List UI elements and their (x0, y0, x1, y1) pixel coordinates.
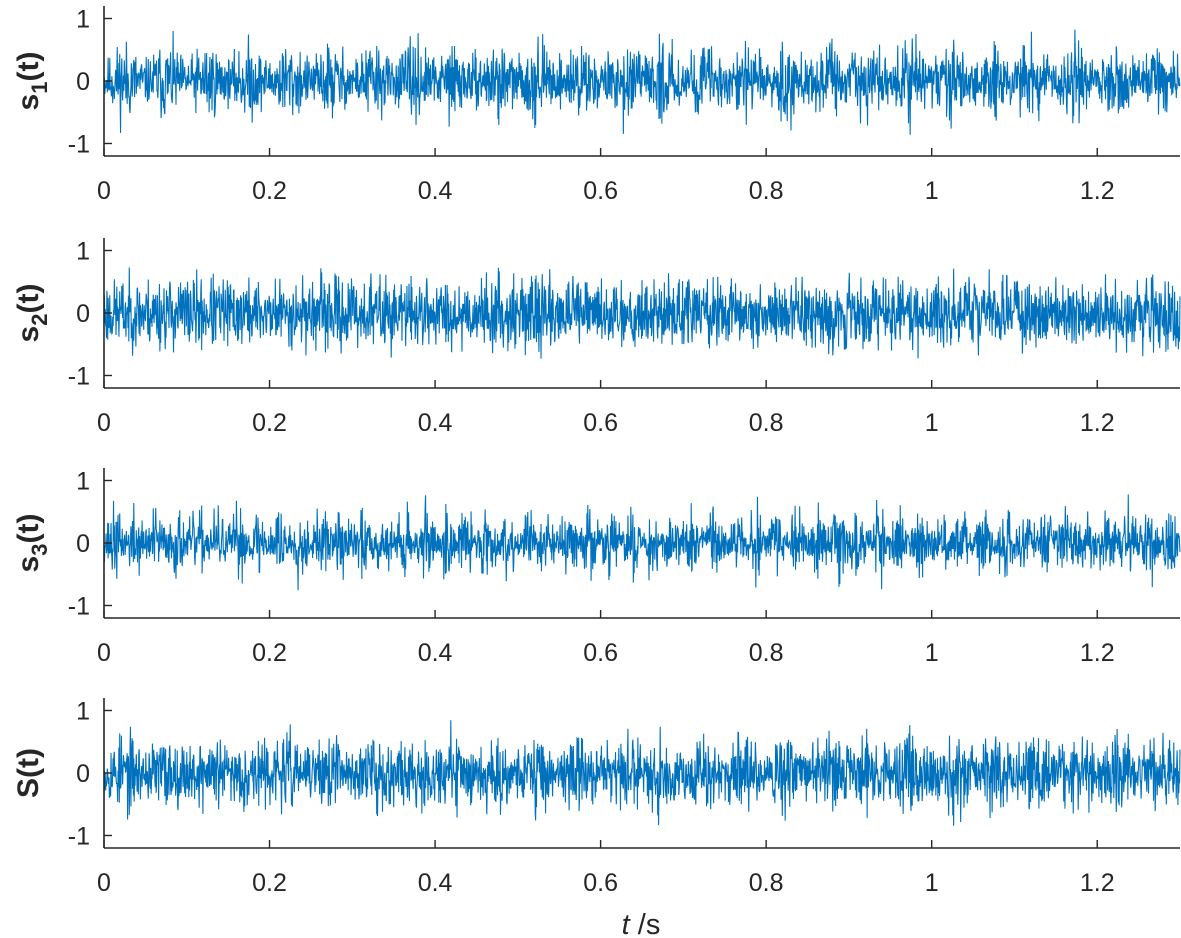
x-tick-label: 0.6 (583, 177, 618, 205)
x-tick-label: 0.8 (749, 177, 784, 205)
x-tick-label: 0.2 (252, 409, 287, 437)
x-tick-label: 0.8 (749, 869, 784, 897)
y-axis-label-main: S (12, 778, 45, 798)
y-axis-label-3: s3(t) (12, 514, 52, 573)
y-tick-label: -1 (68, 131, 90, 159)
x-tick-label: 0.6 (583, 639, 618, 667)
x-tick-label: 0.2 (252, 869, 287, 897)
series-2-line (103, 267, 1181, 359)
y-tick-label: 1 (76, 6, 90, 34)
x-tick-label: 0.6 (583, 409, 618, 437)
y-tick-label: 0 (76, 68, 90, 96)
x-tick-label: 0.2 (252, 177, 287, 205)
x-tick-label: 1.2 (1080, 639, 1115, 667)
y-axis-label-subscript: 2 (27, 314, 52, 326)
series-1-line (103, 29, 1181, 135)
x-axis-label-unit: /s (630, 909, 661, 938)
y-axis-label-subscript: 1 (27, 82, 52, 94)
x-tick-label: 1 (925, 869, 939, 897)
series-3-line (103, 494, 1181, 591)
y-axis-label-tail: (t) (12, 284, 45, 314)
x-tick-label: 0.2 (252, 639, 287, 667)
y-axis-label-1: s1(t) (12, 52, 52, 111)
y-axis-label-2: s2(t) (12, 284, 52, 343)
x-tick-label: 0 (97, 639, 111, 667)
series-4-line (103, 720, 1181, 826)
y-axis-label-main: s (12, 326, 45, 343)
y-tick-label: 0 (76, 300, 90, 328)
y-tick-label: 1 (76, 238, 90, 266)
x-tick-label: 1 (925, 639, 939, 667)
x-tick-label: 0.4 (418, 639, 453, 667)
y-tick-label: -1 (68, 363, 90, 391)
y-tick-label: 1 (76, 698, 90, 726)
x-tick-label: 0.6 (583, 869, 618, 897)
x-tick-label: 0 (97, 869, 111, 897)
x-tick-label: 1 (925, 177, 939, 205)
x-tick-label: 0.4 (418, 869, 453, 897)
x-tick-label: 0 (97, 177, 111, 205)
y-tick-label: -1 (68, 593, 90, 621)
y-axis-label-main: s (12, 556, 45, 573)
x-tick-label: 1 (925, 409, 939, 437)
x-tick-label: 0.4 (418, 409, 453, 437)
x-tick-label: 1.2 (1080, 409, 1115, 437)
x-tick-label: 0.8 (749, 409, 784, 437)
y-tick-label: 1 (76, 468, 90, 496)
x-tick-label: 0 (97, 409, 111, 437)
y-axis-label-tail: (t) (12, 52, 45, 82)
y-tick-label: -1 (68, 823, 90, 851)
y-tick-label: 0 (76, 760, 90, 788)
x-axis-label-var: t (622, 909, 632, 938)
y-axis-label-subscript: 3 (27, 544, 52, 556)
x-tick-label: 0.4 (418, 177, 453, 205)
x-axis-label: t /s (622, 909, 661, 938)
y-axis-label-tail: (t) (12, 514, 45, 544)
y-axis-label-tail: (t) (12, 748, 45, 778)
x-tick-label: 0.8 (749, 639, 784, 667)
y-tick-label: 0 (76, 530, 90, 558)
y-axis-label-main: s (12, 94, 45, 111)
x-tick-label: 1.2 (1080, 177, 1115, 205)
y-axis-label-4: S(t) (12, 748, 45, 798)
x-tick-label: 1.2 (1080, 869, 1115, 897)
